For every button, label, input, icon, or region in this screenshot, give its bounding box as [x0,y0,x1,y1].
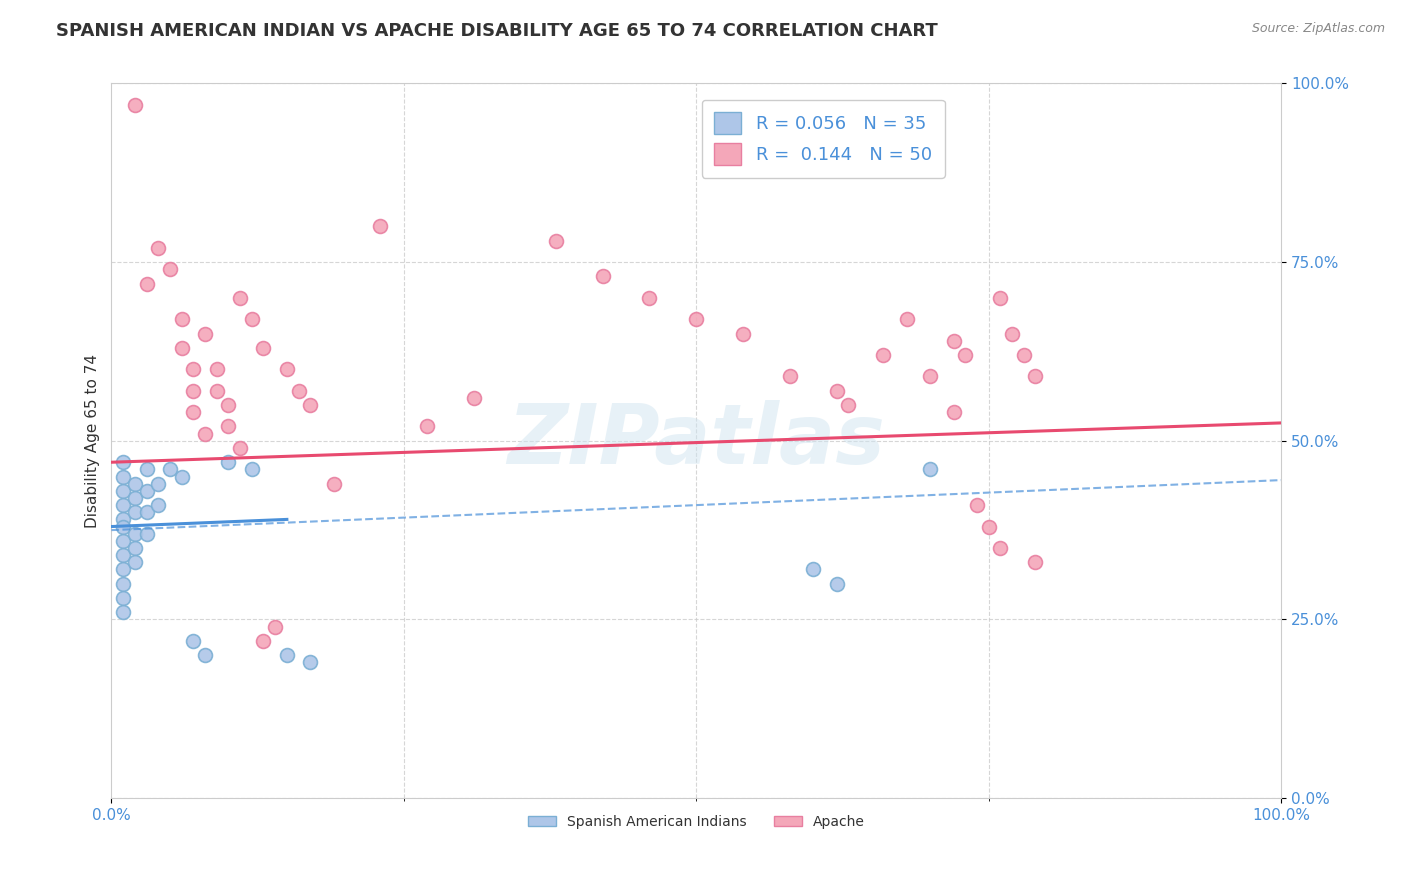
Point [252,341,274,355]
Point [181,405,204,419]
Point [135,505,157,519]
Y-axis label: Disability Age 65 to 74: Disability Age 65 to 74 [86,354,100,528]
Point [240,462,263,476]
Point [942,334,965,348]
Point [990,291,1012,305]
Point [112,512,135,526]
Point [194,326,217,341]
Point [977,519,1000,533]
Point [942,405,965,419]
Point [685,312,707,326]
Point [1024,555,1046,569]
Point [135,483,157,498]
Point [229,441,252,455]
Point [124,526,146,541]
Point [264,619,287,633]
Point [135,462,157,476]
Point [592,269,614,284]
Point [1001,326,1024,341]
Point [148,476,170,491]
Point [181,633,204,648]
Point [159,262,181,277]
Point [181,384,204,398]
Point [124,491,146,505]
Point [779,369,801,384]
Point [170,341,193,355]
Point [159,462,181,476]
Point [124,98,146,112]
Point [181,362,204,376]
Point [825,384,848,398]
Point [837,398,859,412]
Point [287,384,309,398]
Point [112,576,135,591]
Point [112,605,135,619]
Point [112,498,135,512]
Point [276,362,298,376]
Point [544,234,567,248]
Point [148,241,170,255]
Point [135,526,157,541]
Point [124,476,146,491]
Point [1024,369,1046,384]
Point [731,326,754,341]
Point [194,648,217,663]
Point [1012,348,1035,362]
Point [252,633,274,648]
Point [170,469,193,483]
Point [896,312,918,326]
Point [112,483,135,498]
Point [240,312,263,326]
Point [112,469,135,483]
Point [825,576,848,591]
Point [990,541,1012,555]
Point [322,476,344,491]
Point [416,419,439,434]
Point [170,312,193,326]
Point [217,398,239,412]
Text: ZIPatlas: ZIPatlas [508,401,886,482]
Point [299,656,322,670]
Point [920,369,942,384]
Legend: Spanish American Indians, Apache: Spanish American Indians, Apache [522,809,870,834]
Point [112,533,135,548]
Point [276,648,298,663]
Point [299,398,322,412]
Point [205,384,228,398]
Point [872,348,894,362]
Point [217,419,239,434]
Point [194,426,217,441]
Point [124,555,146,569]
Text: SPANISH AMERICAN INDIAN VS APACHE DISABILITY AGE 65 TO 74 CORRELATION CHART: SPANISH AMERICAN INDIAN VS APACHE DISABI… [56,22,938,40]
Point [112,455,135,469]
Point [205,362,228,376]
Text: Source: ZipAtlas.com: Source: ZipAtlas.com [1251,22,1385,36]
Point [370,219,392,234]
Point [112,591,135,605]
Point [801,562,824,576]
Point [112,548,135,562]
Point [217,455,239,469]
Point [920,462,942,476]
Point [148,498,170,512]
Point [112,562,135,576]
Point [638,291,661,305]
Point [229,291,252,305]
Point [112,519,135,533]
Point [135,277,157,291]
Point [124,541,146,555]
Point [124,505,146,519]
Point [955,348,977,362]
Point [966,498,988,512]
Point [463,391,485,405]
